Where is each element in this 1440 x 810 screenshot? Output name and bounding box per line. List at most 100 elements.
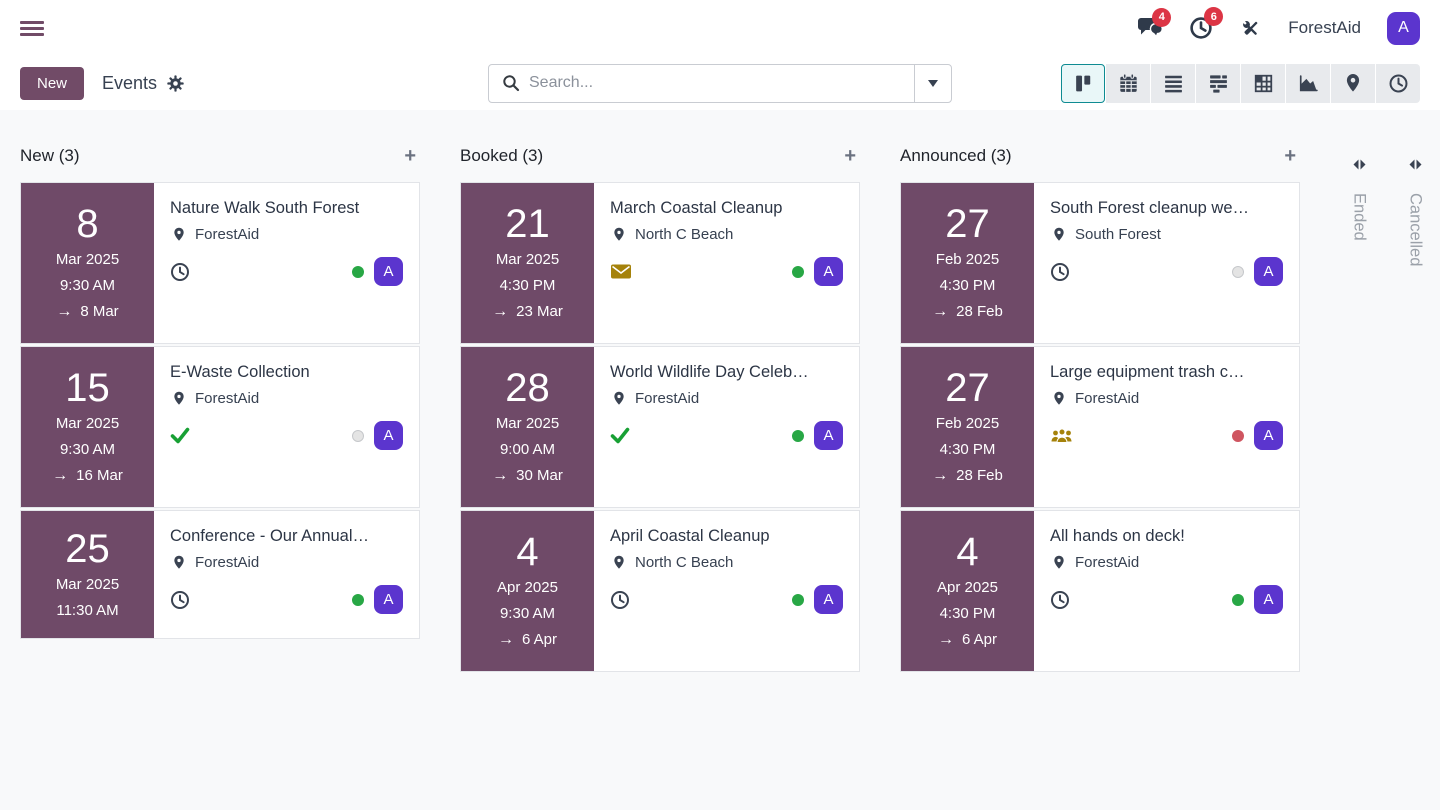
event-end-date: → 6 Apr bbox=[938, 627, 997, 653]
event-end-date: → 16 Mar bbox=[52, 463, 123, 489]
view-pivot-button[interactable] bbox=[1241, 63, 1285, 103]
event-time: 4:30 PM bbox=[939, 277, 996, 294]
company-name[interactable]: ForestAid bbox=[1288, 18, 1361, 37]
arrow-right-icon: → bbox=[932, 467, 949, 484]
event-title: All hands on deck! bbox=[1050, 527, 1185, 545]
view-graph-button[interactable] bbox=[1286, 63, 1330, 103]
control-panel: New Events bbox=[0, 56, 1440, 110]
event-card[interactable]: 27 Feb 2025 4:30 PM → 28 Feb South Forest… bbox=[900, 182, 1300, 344]
search-input[interactable] bbox=[529, 74, 914, 92]
arrow-right-icon: → bbox=[492, 467, 509, 484]
location-pin-icon bbox=[614, 391, 624, 405]
activity-clock-icon[interactable] bbox=[610, 590, 630, 610]
location-pin-icon bbox=[614, 555, 624, 569]
status-dot[interactable] bbox=[1232, 429, 1244, 442]
event-card[interactable]: 25 Mar 2025 11:30 AM Conference - Our An… bbox=[20, 510, 420, 639]
activity-email-icon[interactable] bbox=[610, 262, 632, 281]
status-dot[interactable] bbox=[352, 265, 364, 278]
status-dot[interactable] bbox=[792, 429, 804, 442]
chevron-down-icon bbox=[928, 79, 938, 87]
unfold-column-icon[interactable] bbox=[1408, 158, 1423, 171]
location-pin-icon bbox=[174, 227, 184, 241]
activity-clock-icon[interactable] bbox=[170, 590, 190, 610]
event-date-block: 4 Apr 2025 9:30 AM → 6 Apr bbox=[461, 511, 594, 671]
location-pin-icon bbox=[1054, 391, 1064, 405]
kanban-column-ended-collapsed[interactable]: Ended bbox=[1346, 158, 1372, 266]
event-month-year: Feb 2025 bbox=[935, 415, 1000, 432]
event-end-date: → 8 Mar bbox=[56, 299, 118, 325]
event-month-year: Mar 2025 bbox=[55, 575, 120, 593]
event-end-date: → 28 Feb bbox=[932, 299, 1003, 325]
activity-clock-icon[interactable] bbox=[1050, 590, 1070, 610]
event-day: 27 bbox=[945, 202, 990, 246]
event-card[interactable]: 4 Apr 2025 4:30 PM → 6 Apr All hands on d… bbox=[900, 510, 1300, 672]
status-dot[interactable] bbox=[1232, 265, 1244, 278]
column-title[interactable]: Cancelled bbox=[1406, 193, 1425, 267]
view-calendar-button[interactable] bbox=[1106, 63, 1150, 103]
status-dot[interactable] bbox=[352, 429, 364, 442]
apps-menu-icon[interactable] bbox=[20, 18, 44, 39]
event-title: April Coastal Cleanup bbox=[610, 527, 770, 545]
search-icon bbox=[502, 74, 520, 92]
view-activity-button[interactable] bbox=[1376, 63, 1420, 103]
event-title: E-Waste Collection bbox=[170, 363, 310, 381]
status-dot[interactable] bbox=[792, 593, 804, 606]
messages-badge: 4 bbox=[1152, 7, 1172, 27]
assignee-avatar: A bbox=[374, 421, 403, 450]
activity-clock-icon[interactable] bbox=[170, 262, 190, 282]
view-gantt-button[interactable] bbox=[1196, 63, 1240, 103]
event-day: 4 bbox=[516, 530, 539, 574]
user-avatar[interactable]: A bbox=[1387, 11, 1420, 45]
add-card-button[interactable]: + bbox=[1284, 145, 1296, 167]
map-pin-icon bbox=[1346, 74, 1360, 92]
activity-attendees-icon[interactable] bbox=[1050, 427, 1074, 444]
event-card[interactable]: 8 Mar 2025 9:30 AM → 8 Mar Nature Walk So… bbox=[20, 182, 420, 344]
search-options-toggle[interactable] bbox=[914, 64, 951, 102]
arrow-right-icon: → bbox=[492, 303, 509, 320]
activity-done-check-icon[interactable] bbox=[170, 426, 190, 445]
collapsed-columns: Ended Cancelled bbox=[1346, 158, 1428, 266]
event-month-year: Apr 2025 bbox=[937, 579, 998, 596]
status-dot[interactable] bbox=[1232, 593, 1244, 606]
event-title: Large equipment trash c… bbox=[1050, 363, 1245, 381]
view-kanban-button[interactable] bbox=[1061, 63, 1105, 103]
location-pin-icon bbox=[174, 555, 184, 569]
event-location: ForestAid bbox=[1075, 553, 1140, 571]
event-card[interactable]: 27 Feb 2025 4:30 PM → 28 Feb Large equipm… bbox=[900, 346, 1300, 508]
unfold-column-icon[interactable] bbox=[1352, 158, 1367, 171]
add-card-button[interactable]: + bbox=[844, 145, 856, 167]
event-card[interactable]: 4 Apr 2025 9:30 AM → 6 Apr April Coastal … bbox=[460, 510, 860, 672]
status-dot[interactable] bbox=[352, 593, 364, 606]
column-title: Announced (3) bbox=[900, 146, 1012, 165]
arrow-right-icon: → bbox=[56, 303, 73, 320]
messages-button[interactable]: 4 bbox=[1137, 7, 1172, 40]
area-chart-icon bbox=[1299, 74, 1318, 91]
new-button[interactable]: New bbox=[20, 66, 85, 100]
kanban-icon bbox=[1075, 75, 1090, 91]
location-pin-icon bbox=[174, 391, 184, 405]
arrow-right-icon: → bbox=[932, 303, 949, 320]
location-pin-icon bbox=[1054, 555, 1064, 569]
event-location: ForestAid bbox=[1075, 389, 1140, 407]
systray: 4 6 ForestAid A bbox=[1137, 7, 1420, 45]
tools-button[interactable] bbox=[1239, 17, 1262, 40]
activities-button[interactable]: 6 bbox=[1189, 7, 1224, 40]
add-card-button[interactable]: + bbox=[404, 145, 416, 167]
activity-done-check-icon[interactable] bbox=[610, 426, 630, 445]
kanban-column-cancelled-collapsed[interactable]: Cancelled bbox=[1402, 158, 1428, 266]
event-card[interactable]: 21 Mar 2025 4:30 PM → 23 Mar March Coasta… bbox=[460, 182, 860, 344]
event-card[interactable]: 15 Mar 2025 9:30 AM → 16 Mar E-Waste Coll… bbox=[20, 346, 420, 508]
event-end-date: → 30 Mar bbox=[492, 463, 563, 489]
event-month-year: Apr 2025 bbox=[497, 579, 558, 596]
event-location: North C Beach bbox=[635, 553, 734, 571]
column-title[interactable]: Ended bbox=[1350, 193, 1369, 241]
status-dot[interactable] bbox=[792, 265, 804, 278]
view-list-button[interactable] bbox=[1151, 63, 1195, 103]
event-card[interactable]: 28 Mar 2025 9:00 AM → 30 Mar World Wildli… bbox=[460, 346, 860, 508]
activity-clock-icon[interactable] bbox=[1050, 262, 1070, 282]
kanban-column-booked: Booked (3) + 21 Mar 2025 4:30 PM → 23 Mar… bbox=[460, 146, 860, 672]
gear-icon[interactable] bbox=[167, 74, 184, 92]
view-map-button[interactable] bbox=[1331, 63, 1375, 103]
event-day: 8 bbox=[76, 202, 99, 246]
event-location: South Forest bbox=[1075, 225, 1161, 243]
